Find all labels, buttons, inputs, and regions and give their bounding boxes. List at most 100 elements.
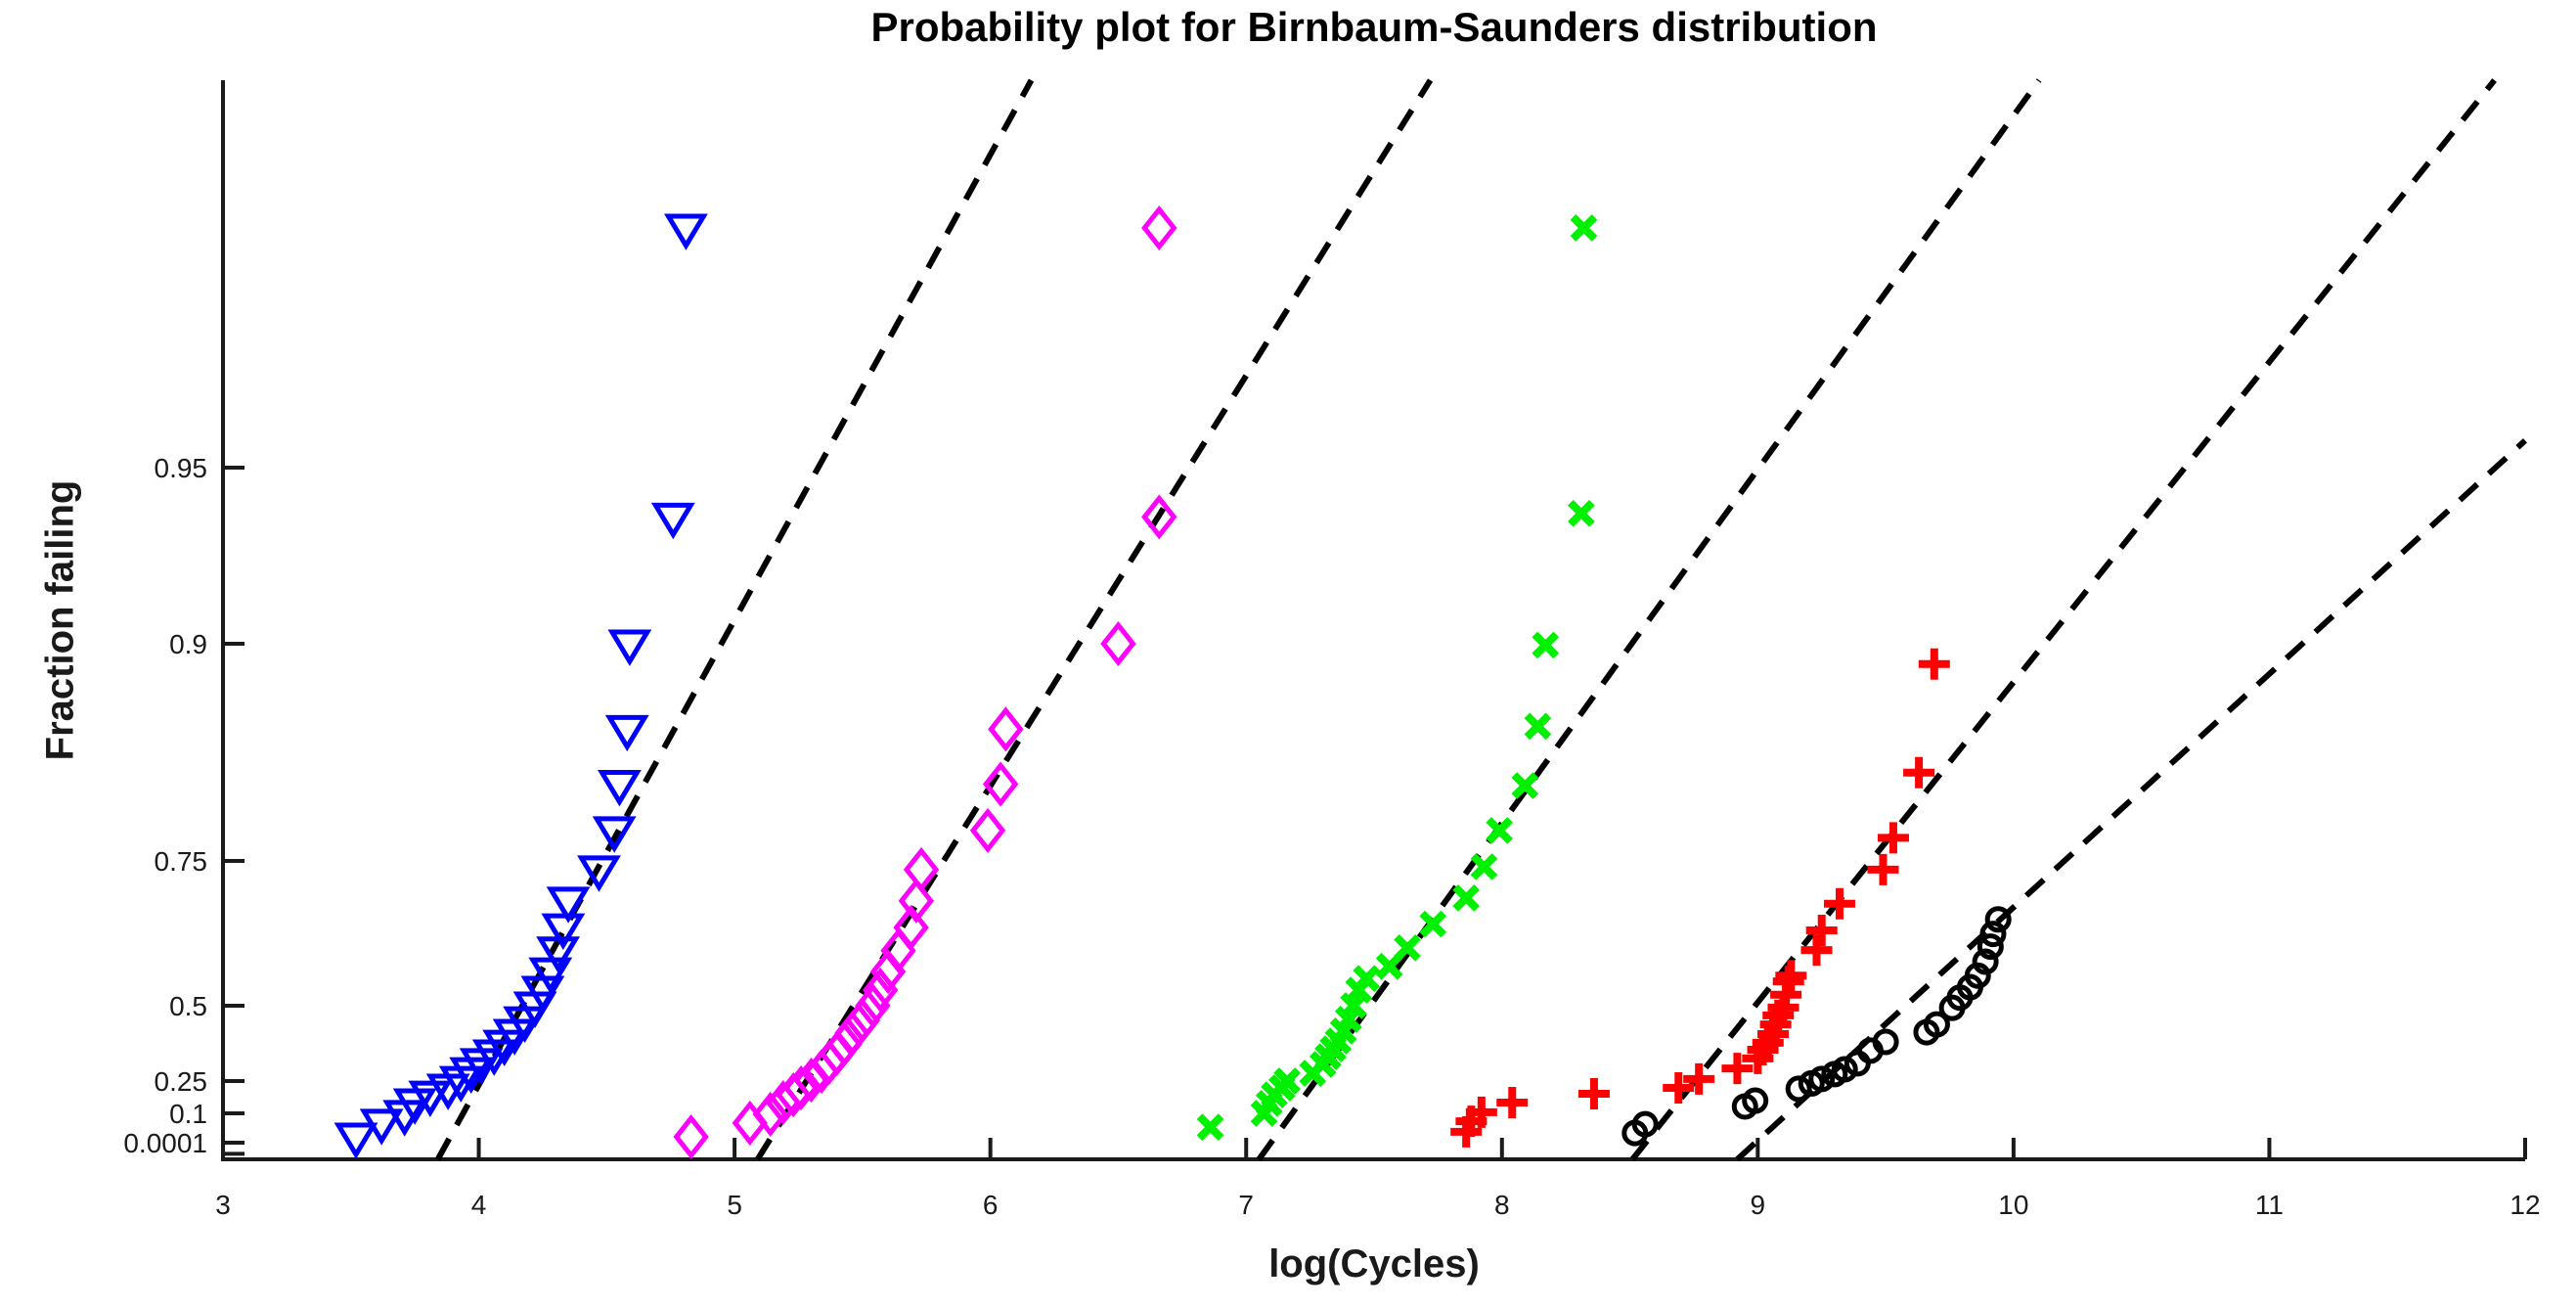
data-point-marker — [1903, 756, 1935, 789]
data-point-marker — [903, 846, 940, 892]
data-point-marker — [1486, 817, 1513, 844]
y-tick-label: 0.1 — [169, 1099, 207, 1129]
ref-line-sample-4 — [1629, 78, 2497, 1161]
data-point-marker — [1972, 948, 1999, 975]
data-point-marker — [1470, 853, 1498, 880]
data-point-marker — [988, 706, 1024, 752]
data-point-marker — [604, 714, 649, 752]
data-point-marker — [826, 1021, 863, 1067]
data-point-marker — [1196, 1113, 1224, 1141]
y-tick-label: 0.5 — [169, 991, 207, 1021]
y-tick-label: 0.9 — [169, 629, 207, 659]
data-point-marker — [1273, 1067, 1301, 1095]
markers-sample-3 — [1196, 214, 1598, 1141]
data-point-marker — [459, 1048, 504, 1085]
data-point-marker — [1964, 962, 1991, 989]
data-point-marker — [1532, 631, 1560, 659]
data-point-marker — [1663, 1072, 1695, 1105]
data-point-marker — [664, 213, 708, 250]
data-point-marker — [1100, 620, 1136, 667]
y-axis-label: Fraction failing — [38, 479, 82, 761]
data-point-marker — [1775, 960, 1807, 992]
data-point-marker — [1570, 214, 1598, 242]
ref-line-sample-1 — [435, 78, 1035, 1161]
data-point-marker — [1742, 1087, 1769, 1114]
data-point-marker — [898, 878, 935, 924]
data-point-marker — [1979, 921, 2007, 948]
data-point-marker — [1353, 965, 1380, 993]
x-tick-label: 3 — [215, 1190, 231, 1220]
data-point-marker — [1511, 772, 1539, 799]
data-point-marker — [541, 913, 586, 950]
data-point-marker — [1923, 1011, 1950, 1038]
ref-line-sample-2 — [755, 78, 1434, 1161]
x-ticks: 3 4 5 6 7 8 9 10 11 12 — [215, 1138, 2541, 1220]
y-tick-label: 0.0001 — [123, 1128, 207, 1158]
data-point-marker — [359, 1108, 404, 1146]
data-point-marker — [1631, 1110, 1659, 1138]
x-axis-label: log(Cycles) — [1268, 1242, 1480, 1286]
data-point-marker — [1141, 204, 1177, 251]
x-tick-label: 11 — [2255, 1190, 2284, 1220]
data-point-marker — [855, 982, 891, 1029]
data-point-marker — [1805, 915, 1838, 947]
data-point-marker — [546, 886, 591, 924]
data-point-marker — [1877, 822, 1909, 854]
y-tick-label: 0.75 — [155, 846, 208, 877]
data-point-marker — [1918, 648, 1950, 680]
data-point-marker — [1568, 499, 1595, 527]
x-tick-label: 12 — [2509, 1190, 2540, 1220]
data-point-marker — [1419, 910, 1446, 938]
data-point-marker — [607, 629, 652, 666]
data-point-marker — [577, 855, 621, 892]
data-point-marker — [1577, 1077, 1610, 1109]
data-point-marker — [1141, 494, 1177, 540]
data-point-marker — [969, 807, 1006, 853]
data-point-marker — [834, 1010, 870, 1057]
data-point-marker — [597, 770, 642, 807]
markers-sample-5 — [1621, 906, 2012, 1147]
x-tick-label: 4 — [471, 1190, 487, 1220]
markers-sample-4 — [1450, 648, 1950, 1148]
data-point-marker — [1808, 1065, 1836, 1093]
data-point-marker — [333, 1122, 378, 1159]
data-point-marker — [1867, 853, 1899, 885]
data-point-marker — [782, 1065, 820, 1111]
data-point-marker — [982, 761, 1019, 807]
data-point-marker — [1800, 934, 1833, 967]
data-point-marker — [844, 998, 881, 1044]
data-point-marker — [752, 1091, 788, 1137]
data-point-marker — [1976, 933, 2004, 961]
data-point-marker — [592, 816, 637, 853]
data-point-marker — [650, 502, 695, 540]
data-point-marker — [1375, 952, 1403, 980]
data-point-marker — [1524, 712, 1552, 741]
markers-sample-2 — [673, 204, 1177, 1160]
data-point-marker — [1683, 1062, 1715, 1095]
y-tick-label: 0.25 — [155, 1066, 208, 1097]
data-point-marker — [1785, 1075, 1812, 1103]
data-point-marker — [893, 905, 929, 951]
x-tick-label: 8 — [1494, 1190, 1510, 1220]
data-point-marker — [673, 1113, 709, 1160]
data-point-marker — [1496, 1087, 1529, 1118]
data-point-marker — [1721, 1053, 1754, 1085]
chart-title: Probability plot for Birnbaum-Saunders d… — [870, 4, 1878, 50]
data-point-marker — [1824, 887, 1856, 920]
y-tick-label: 0.95 — [155, 453, 208, 483]
data-point-marker — [1872, 1028, 1899, 1056]
y-ticks: 0.95 0.9 0.75 0.5 0.250.10.0001 — [123, 453, 244, 1158]
data-point-marker — [1452, 884, 1480, 912]
data-point-marker — [1831, 1056, 1858, 1083]
data-point-marker — [408, 1080, 453, 1117]
data-point-marker — [1465, 1096, 1497, 1128]
data-point-marker — [1394, 933, 1421, 962]
x-tick-label: 10 — [1998, 1190, 2028, 1220]
x-tick-label: 9 — [1751, 1190, 1766, 1220]
x-tick-label: 6 — [983, 1190, 999, 1220]
markers-sample-1 — [333, 213, 708, 1159]
x-tick-label: 5 — [727, 1190, 742, 1220]
ref-line-sample-3 — [1256, 78, 2042, 1161]
